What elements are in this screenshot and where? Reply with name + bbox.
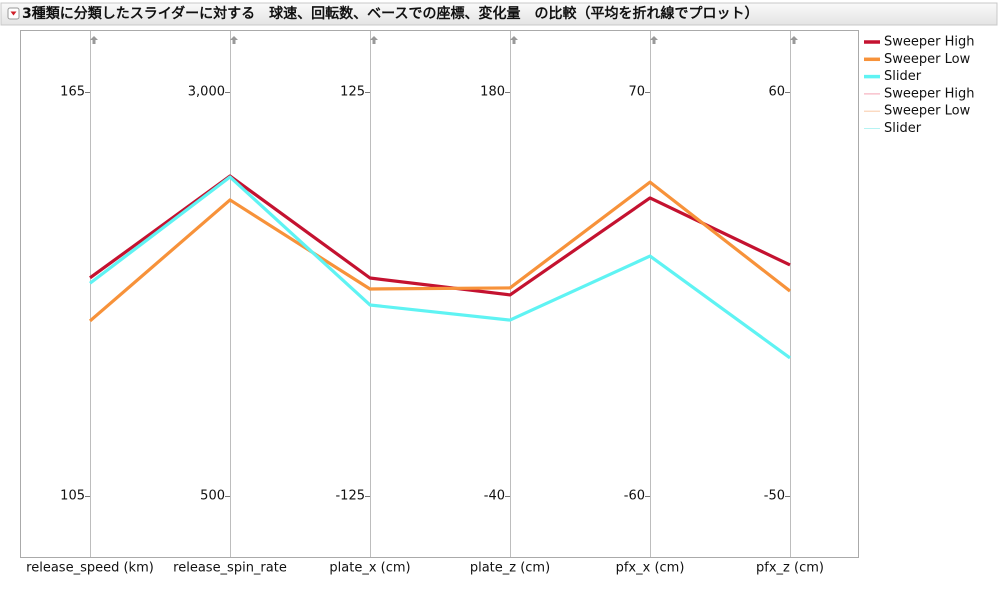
axis-arrow <box>90 36 98 44</box>
tick-label: 165 <box>60 85 85 100</box>
legend-label: Sweeper High <box>884 35 975 50</box>
series-line <box>88 180 791 323</box>
legend-label: Sweeper Low <box>884 52 971 67</box>
tick-label: 125 <box>340 85 365 100</box>
legend-label: Slider <box>884 121 922 136</box>
axis-arrow <box>370 36 378 44</box>
axis-label: pfx_z (cm) <box>756 561 824 576</box>
title-bar <box>0 2 998 26</box>
axis-arrow <box>510 36 518 44</box>
axis-arrow <box>790 36 798 44</box>
tick-label: -50 <box>764 489 785 504</box>
tick-label: -60 <box>624 489 645 504</box>
tick-label: -125 <box>335 489 365 504</box>
legend-label: Sweeper Low <box>884 104 971 119</box>
legend-label: Slider <box>884 69 922 84</box>
tick-label: -40 <box>484 489 505 504</box>
axis-label: release_speed (km) <box>26 561 154 576</box>
tick-label: 70 <box>628 85 645 100</box>
tick-label: 105 <box>60 489 85 504</box>
tick-label: 3,000 <box>188 85 225 100</box>
tick-label: 500 <box>200 489 225 504</box>
series-line <box>89 175 791 360</box>
legend-label: Sweeper High <box>884 86 975 101</box>
tick-label: 180 <box>480 85 505 100</box>
axis-label: plate_z (cm) <box>470 561 550 576</box>
menu-icon <box>10 11 17 16</box>
plot-frame <box>20 30 859 558</box>
chart-title: 3種類に分類したスライダーに対する 球速、回転数、ベースでの座標、変化量 の比較… <box>22 5 758 22</box>
axis-arrow <box>650 36 658 44</box>
axis-label: plate_x (cm) <box>329 561 410 576</box>
axis-label: pfx_x (cm) <box>616 561 685 576</box>
tick-label: 60 <box>768 85 785 100</box>
axis-arrow <box>230 36 238 44</box>
axis-label: release_spin_rate <box>173 561 287 576</box>
